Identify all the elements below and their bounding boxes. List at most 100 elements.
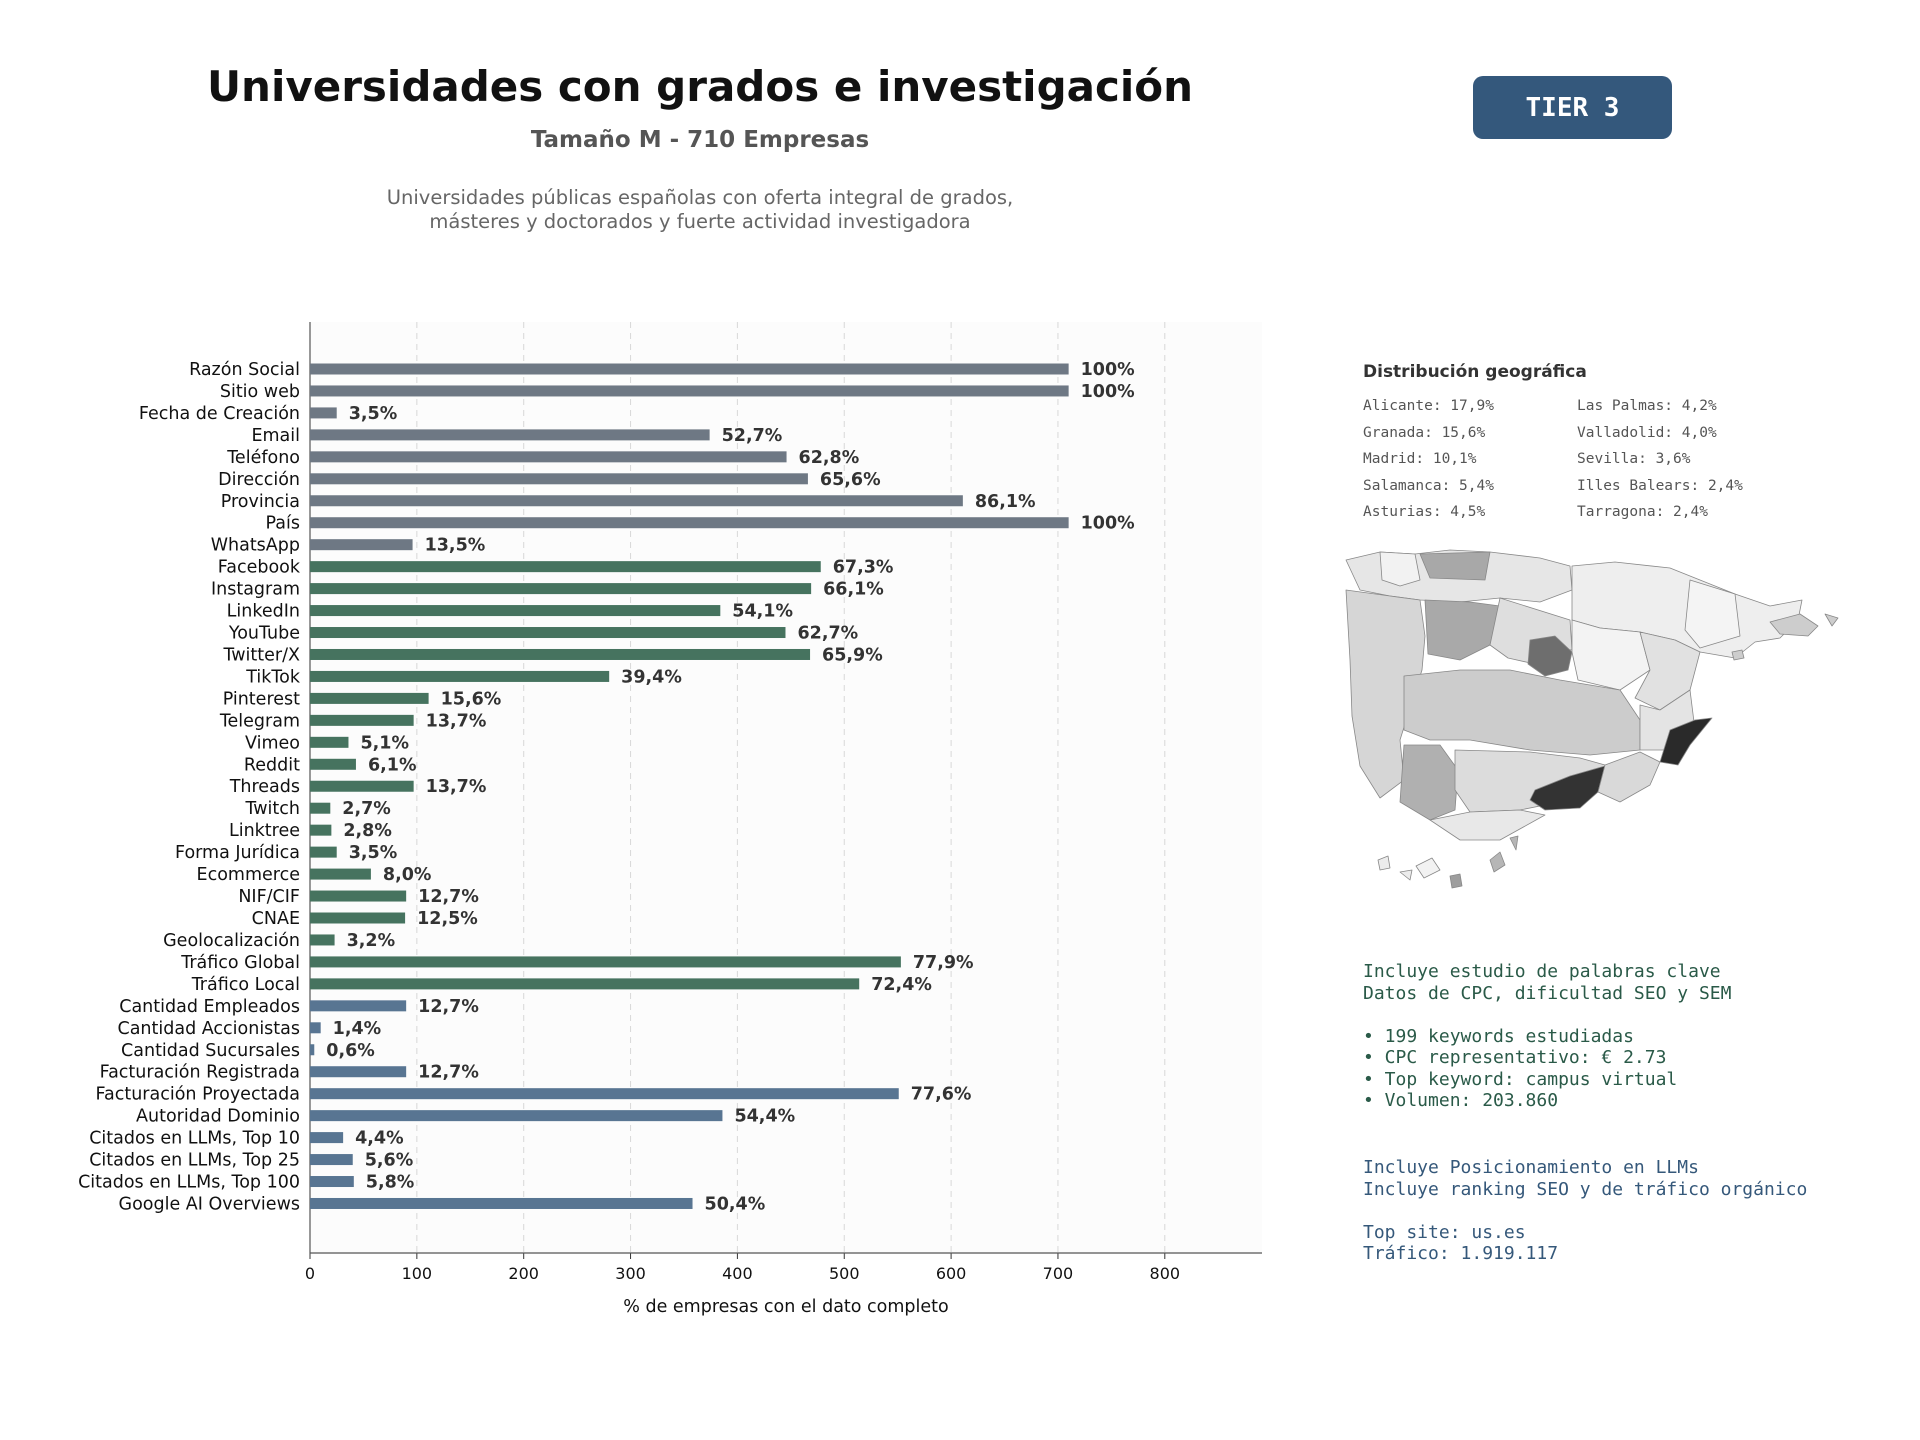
category-label: Facturación Proyectada [96,1085,300,1105]
data-label: 2,8% [343,821,392,841]
data-label: 12,5% [417,909,478,929]
data-label: 52,7% [722,426,783,446]
geo-item: Las Palmas: 4,2% [1577,398,1717,414]
bar [310,956,901,968]
map-region [1399,744,1459,821]
map-region [1429,809,1546,841]
category-label: Autoridad Dominio [136,1107,300,1127]
map-region [1509,835,1519,851]
keywords-bullet: • CPC representativo: € 2.73 [1363,1047,1667,1068]
spacer [1363,1200,1807,1222]
bar [310,736,349,748]
keywords-info: Incluye estudio de palabras clave Datos … [1363,961,1731,1112]
category-label: Threads [229,777,300,797]
data-label: 12,7% [418,887,479,907]
data-label: 100% [1081,382,1135,402]
x-tick-label: 600 [936,1264,967,1283]
x-tick-label: 300 [615,1264,646,1283]
category-label: Citados en LLMs, Top 25 [89,1151,300,1171]
x-tick-label: 200 [508,1264,539,1283]
data-label: 77,6% [911,1085,972,1105]
spain-choropleth-map [1345,549,1839,889]
bar [310,1110,723,1122]
bar [310,758,356,770]
x-axis-label: % de empresas con el dato completo [623,1297,948,1317]
data-label: 39,4% [621,667,682,687]
geo-item: Illes Balears: 2,4% [1577,477,1743,494]
category-label: TikTok [245,667,301,687]
map-region [1597,751,1661,803]
category-label: Twitch [244,799,300,819]
map-region [1731,649,1745,661]
bar [310,934,335,946]
map-region [1345,589,1426,799]
data-label: 0,6% [326,1041,375,1061]
bar-chart: 0 100 200 300 400 500 600 700 800 Razón Social 100… [78,322,1262,1317]
bar [310,605,721,617]
keywords-line: Incluye estudio de palabras clave [1363,961,1721,982]
page-description: Universidades públicas españolas con ofe… [386,186,1014,233]
data-label: 13,7% [426,777,487,797]
map-region [1399,869,1413,881]
data-label: 3,5% [349,843,398,863]
map-region [1684,579,1741,649]
bar [310,846,337,858]
category-label: Pinterest [223,689,300,709]
category-label: Cantidad Accionistas [117,1019,300,1039]
data-label: 65,6% [820,470,881,490]
category-label: Cantidad Empleados [119,997,300,1017]
bar [310,429,710,441]
data-label: 54,4% [734,1107,795,1127]
category-label: Facturación Registrada [100,1063,300,1083]
data-label: 12,7% [418,1063,479,1083]
map-region [1449,873,1463,889]
bar [310,1044,315,1056]
x-tick-label: 700 [1043,1264,1074,1283]
category-label: Teléfono [226,448,300,468]
keywords-bullet: • 199 keywords estudiadas [1363,1025,1634,1047]
data-label: 66,1% [823,580,884,600]
bar [310,1132,344,1144]
map-region [1571,619,1651,691]
data-label: 8,0% [383,865,432,885]
category-label: Google AI Overviews [119,1194,300,1214]
bar [310,692,429,704]
category-label: Provincia [221,492,300,512]
bar [310,473,808,485]
data-label: 3,2% [347,931,396,951]
x-tick-label: 400 [722,1264,753,1283]
bar [310,561,821,573]
page-title: Universidades con grados e investigación [206,62,1194,111]
data-label: 5,1% [360,733,409,753]
data-label: 15,6% [441,689,502,709]
geo-distribution-list: Alicante: 17,9% Las Palmas: 4,2% Granada… [1363,398,1783,522]
category-label: Facebook [218,558,301,578]
tier-badge: TIER 3 [1473,76,1672,139]
x-tick-label: 0 [305,1264,315,1283]
map-region [1529,765,1606,811]
category-label: Ecommerce [197,865,300,885]
map-region [1824,613,1839,627]
geo-item: Asturias: 4,5% [1363,504,1486,520]
keywords-bullet: • Top keyword: campus virtual [1363,1068,1678,1090]
bar [310,714,414,726]
geo-distribution-title: Distribución geográfica [1363,362,1587,382]
data-label: 67,3% [833,558,894,578]
bar [310,451,787,463]
bar [310,1176,354,1188]
bar [310,385,1069,397]
category-label: Citados en LLMs, Top 100 [78,1173,300,1193]
bar [310,1197,693,1209]
keywords-line: Datos de CPC, dificultad SEO y SEM [1363,982,1732,1004]
category-label: Tráfico Global [180,953,300,973]
category-label: Linktree [229,821,300,841]
bar [310,517,1069,529]
data-label: 2,7% [342,799,391,819]
map-region [1377,855,1391,871]
bar [310,1088,899,1100]
bar [310,407,337,419]
category-label: WhatsApp [211,536,300,556]
category-label: Citados en LLMs, Top 10 [89,1129,300,1149]
bar [310,890,407,902]
llm-line: Incluye Posicionamiento en LLMs [1363,1157,1699,1178]
